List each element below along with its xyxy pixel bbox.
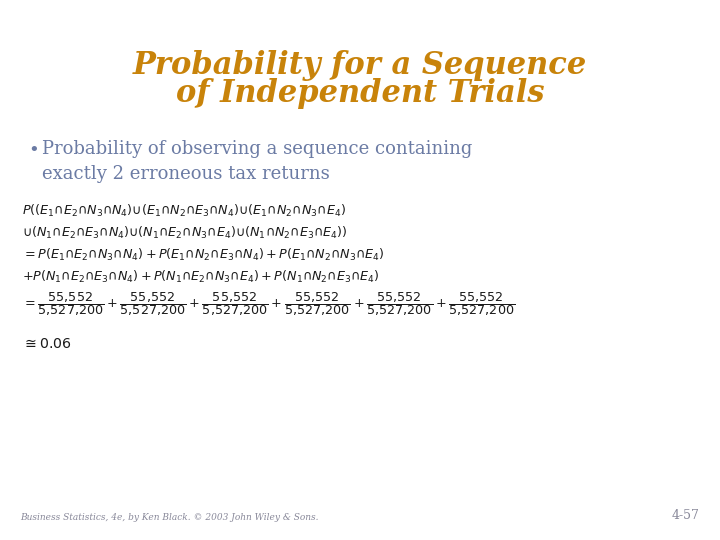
Text: Probability of observing a sequence containing
exactly 2 erroneous tax returns: Probability of observing a sequence cont… xyxy=(42,140,472,183)
Text: ${\cup}(N_1{\cap}E_2{\cap}E_3{\cap}N_4){\cup}(N_1{\cap}E_2{\cap}N_3{\cap}E_4){\c: ${\cup}(N_1{\cap}E_2{\cap}E_3{\cap}N_4){… xyxy=(22,225,348,241)
Text: Probability for a Sequence: Probability for a Sequence xyxy=(133,50,587,81)
Text: 4-57: 4-57 xyxy=(672,509,700,522)
Text: $P((E_1{\cap}E_2{\cap}N_3{\cap}N_4){\cup}(E_1{\cap}N_2{\cap}E_3{\cap}N_4){\cup}(: $P((E_1{\cap}E_2{\cap}N_3{\cap}N_4){\cup… xyxy=(22,203,346,219)
Text: $+P(N_1{\cap}E_2{\cap}E_3{\cap}N_4)+P(N_1{\cap}E_2{\cap}N_3{\cap}E_4)+P(N_1{\cap: $+P(N_1{\cap}E_2{\cap}E_3{\cap}N_4)+P(N_… xyxy=(22,269,379,285)
Text: $\cong 0.06$: $\cong 0.06$ xyxy=(22,337,72,351)
Text: $=\dfrac{55{,}552}{5{,}527{,}200}+\dfrac{55{,}552}{5{,}527{,}200}+\dfrac{55{,}55: $=\dfrac{55{,}552}{5{,}527{,}200}+\dfrac… xyxy=(22,290,516,318)
Text: $=P(E_1{\cap}E_2{\cap}N_3{\cap}N_4)+P(E_1{\cap}N_2{\cap}E_3{\cap}N_4)+P(E_1{\cap: $=P(E_1{\cap}E_2{\cap}N_3{\cap}N_4)+P(E_… xyxy=(22,247,384,263)
Text: •: • xyxy=(28,142,39,160)
Text: of Independent Trials: of Independent Trials xyxy=(176,78,544,109)
Text: Business Statistics, 4e, by Ken Black. © 2003 John Wiley & Sons.: Business Statistics, 4e, by Ken Black. ©… xyxy=(20,513,318,522)
